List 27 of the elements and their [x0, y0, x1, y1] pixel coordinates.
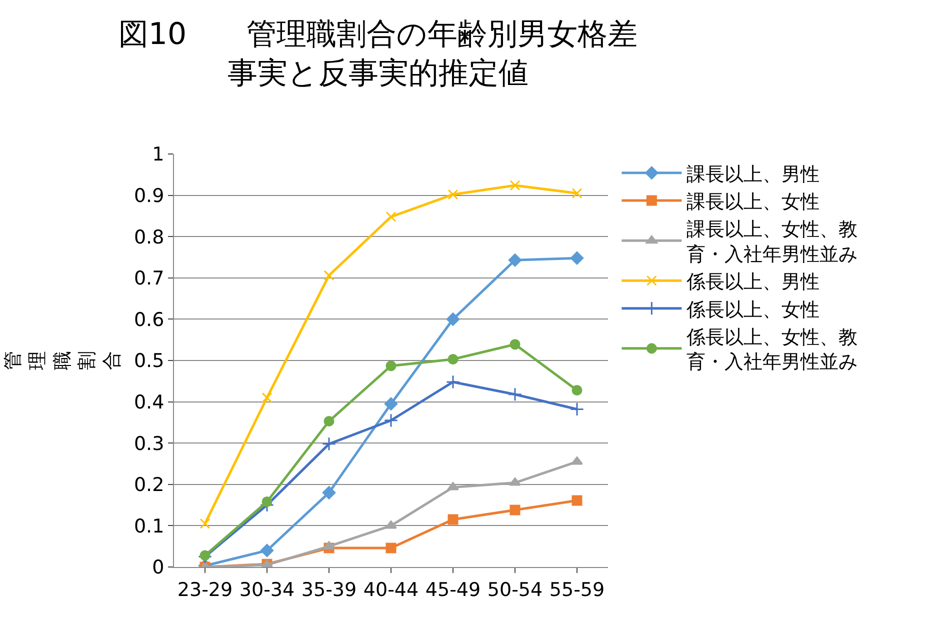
legend-label: 課長以上、男性 [686, 163, 820, 186]
x-tick-label: 35-39 [301, 578, 357, 601]
y-tick-label: 0.3 [134, 432, 164, 455]
chart-subtitle: 事実と反事実的推定値 [227, 56, 528, 91]
y-tick-label: 0 [152, 556, 164, 579]
y-tick-label: 0.8 [134, 226, 164, 248]
y-tick-label: 0.6 [134, 308, 164, 331]
y-tick-label: 0.2 [134, 474, 164, 496]
x-tick-label: 50-54 [487, 578, 543, 601]
x-tick-label: 40-44 [363, 578, 419, 601]
y-tick-label: 0.5 [134, 350, 164, 372]
y-tick-label: 0.4 [134, 391, 164, 414]
legend-label: 課長以上、女性、教育・入社年男性並み [686, 218, 858, 266]
y-tick-label: 1 [152, 144, 164, 166]
legend-label: 課長以上、女性 [686, 190, 820, 213]
x-tick-label: 23-29 [177, 578, 233, 601]
x-tick-label: 55-59 [549, 578, 605, 601]
x-tick-label: 30-34 [239, 578, 295, 601]
legend-label: 係長以上、女性 [686, 298, 820, 321]
legend-label: 係長以上、女性、教育・入社年男性並み [686, 326, 858, 374]
legend-label: 係長以上、男性 [686, 271, 820, 294]
x-tick-label: 45-49 [425, 578, 481, 601]
y-tick-label: 0.7 [134, 268, 164, 290]
y-tick-label: 0.1 [134, 515, 164, 538]
y-axis-title: 管理職割合 [2, 351, 123, 370]
y-tick-label: 0.9 [134, 184, 164, 207]
chart-title: 図10 管理職割合の年齢別男女格差 [118, 16, 638, 52]
